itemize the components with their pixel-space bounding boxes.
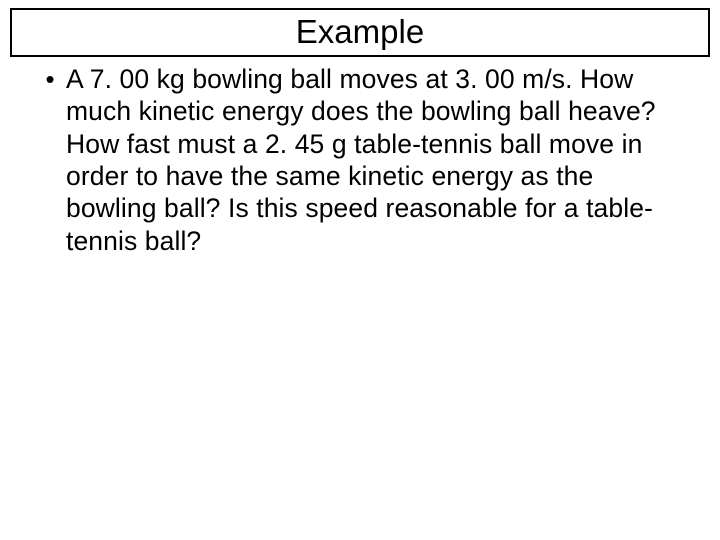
bullet-text: A 7. 00 kg bowling ball moves at 3. 00 m… <box>66 63 690 257</box>
title-box: Example <box>10 8 710 57</box>
bullet-item: • A 7. 00 kg bowling ball moves at 3. 00… <box>66 63 690 257</box>
bullet-marker-icon: • <box>44 63 56 96</box>
slide-title: Example <box>20 13 700 51</box>
slide-body: • A 7. 00 kg bowling ball moves at 3. 00… <box>10 63 710 257</box>
slide: Example • A 7. 00 kg bowling ball moves … <box>0 0 720 540</box>
